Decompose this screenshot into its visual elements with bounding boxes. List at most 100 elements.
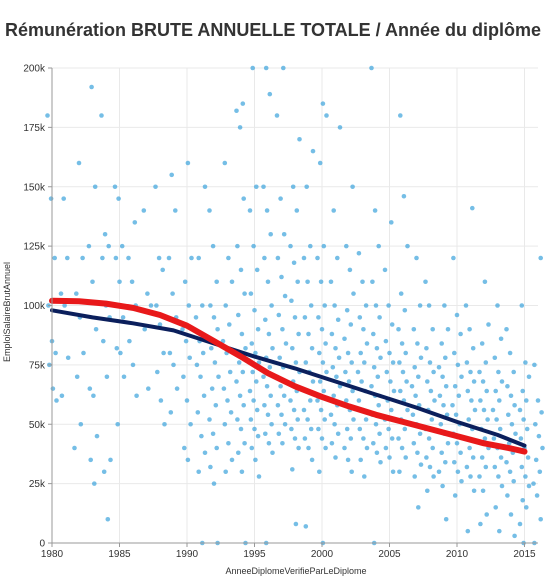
scatter-point xyxy=(249,341,255,346)
scatter-point xyxy=(388,379,393,384)
scatter-point xyxy=(472,407,478,413)
scatter-point xyxy=(535,398,541,403)
scatter-point xyxy=(343,369,348,375)
scatter-point xyxy=(247,388,253,394)
scatter-point xyxy=(345,350,351,356)
scatter-point xyxy=(277,355,283,361)
scatter-point xyxy=(114,345,120,351)
scatter-point xyxy=(361,436,366,441)
scatter-point xyxy=(533,457,539,463)
scatter-point xyxy=(415,450,420,456)
scatter-point xyxy=(317,469,322,475)
scatter-point xyxy=(305,279,310,285)
scatter-point xyxy=(323,341,328,346)
scatter-point xyxy=(303,360,309,365)
scatter-point xyxy=(378,459,383,465)
scatter-point xyxy=(308,398,313,403)
scatter-point xyxy=(278,383,283,389)
scatter-point xyxy=(74,374,80,380)
scatter-point xyxy=(506,412,511,418)
scatter-point xyxy=(242,291,247,296)
scatter-point xyxy=(308,303,314,308)
scatter-point xyxy=(195,410,201,415)
scatter-point xyxy=(359,379,364,384)
scatter-point xyxy=(252,307,257,313)
scatter-point xyxy=(402,307,408,313)
scatter-point xyxy=(411,440,417,446)
scatter-point xyxy=(425,379,430,384)
scatter-point xyxy=(323,445,328,451)
scatter-point xyxy=(497,426,503,432)
scatter-point xyxy=(517,407,523,413)
scatter-point xyxy=(308,243,313,249)
scatter-point xyxy=(333,345,338,351)
scatter-point xyxy=(317,160,323,166)
scatter-point xyxy=(249,445,255,451)
x-tick-label: 2015 xyxy=(513,549,536,560)
scatter-point xyxy=(296,445,301,451)
scatter-point xyxy=(332,421,337,427)
scatter-point xyxy=(282,293,288,299)
scatter-point xyxy=(332,303,337,308)
y-tick-label: 125k xyxy=(23,242,46,253)
y-axis-title: EmploiSalaireBrutAnnuel xyxy=(2,262,12,362)
scatter-point xyxy=(288,398,293,403)
scatter-point xyxy=(505,493,510,498)
scatter-point xyxy=(471,379,477,384)
scatter-point xyxy=(248,417,254,422)
scatter-point xyxy=(324,369,329,375)
scatter-point xyxy=(387,455,392,460)
scatter-point xyxy=(496,474,501,479)
scatter-point xyxy=(512,402,517,408)
scatter-point xyxy=(482,279,488,285)
scatter-point xyxy=(261,184,266,190)
scatter-point xyxy=(74,291,79,296)
scatter-point xyxy=(252,426,257,432)
scatter-point xyxy=(174,386,180,391)
scatter-point xyxy=(188,421,193,427)
scatter-point xyxy=(538,516,543,522)
scatter-point xyxy=(239,469,245,475)
scatter-point xyxy=(184,398,190,403)
scatter-point xyxy=(105,516,111,522)
scatter-point xyxy=(524,505,529,510)
scatter-point xyxy=(404,379,409,384)
scatter-point xyxy=(268,231,274,237)
scatter-point xyxy=(445,326,451,332)
scatter-point xyxy=(318,279,324,285)
scatter-point xyxy=(278,196,283,201)
scatter-point xyxy=(234,108,239,114)
scatter-point xyxy=(78,421,84,427)
scatter-point xyxy=(364,341,370,346)
scatter-point xyxy=(48,196,54,201)
scatter-point xyxy=(356,398,362,403)
scatter-point xyxy=(452,383,458,389)
scatter-point xyxy=(351,417,356,422)
scatter-point xyxy=(65,355,71,361)
scatter-point xyxy=(158,398,164,403)
scatter-point xyxy=(221,386,227,391)
scatter-point xyxy=(265,279,271,285)
scatter-point xyxy=(526,374,532,380)
y-tick-label: 200k xyxy=(23,64,46,75)
scatter-point xyxy=(118,350,123,356)
scatter-point xyxy=(119,243,125,249)
scatter-point xyxy=(505,383,510,389)
scatter-point xyxy=(194,362,200,368)
scatter-point xyxy=(432,398,437,403)
scatter-point xyxy=(250,369,255,375)
scatter-point xyxy=(324,113,329,118)
scatter-point xyxy=(402,426,408,432)
scatter-point xyxy=(412,364,418,370)
scatter-point xyxy=(345,457,351,463)
scatter-point xyxy=(132,220,138,225)
scatter-point xyxy=(292,436,298,441)
scatter-point xyxy=(347,267,353,273)
scatter-point xyxy=(344,398,349,403)
scatter-point xyxy=(452,493,458,498)
scatter-point xyxy=(236,450,241,456)
scatter-point xyxy=(267,364,273,370)
scatter-point xyxy=(282,421,288,427)
scatter-point xyxy=(537,469,543,475)
